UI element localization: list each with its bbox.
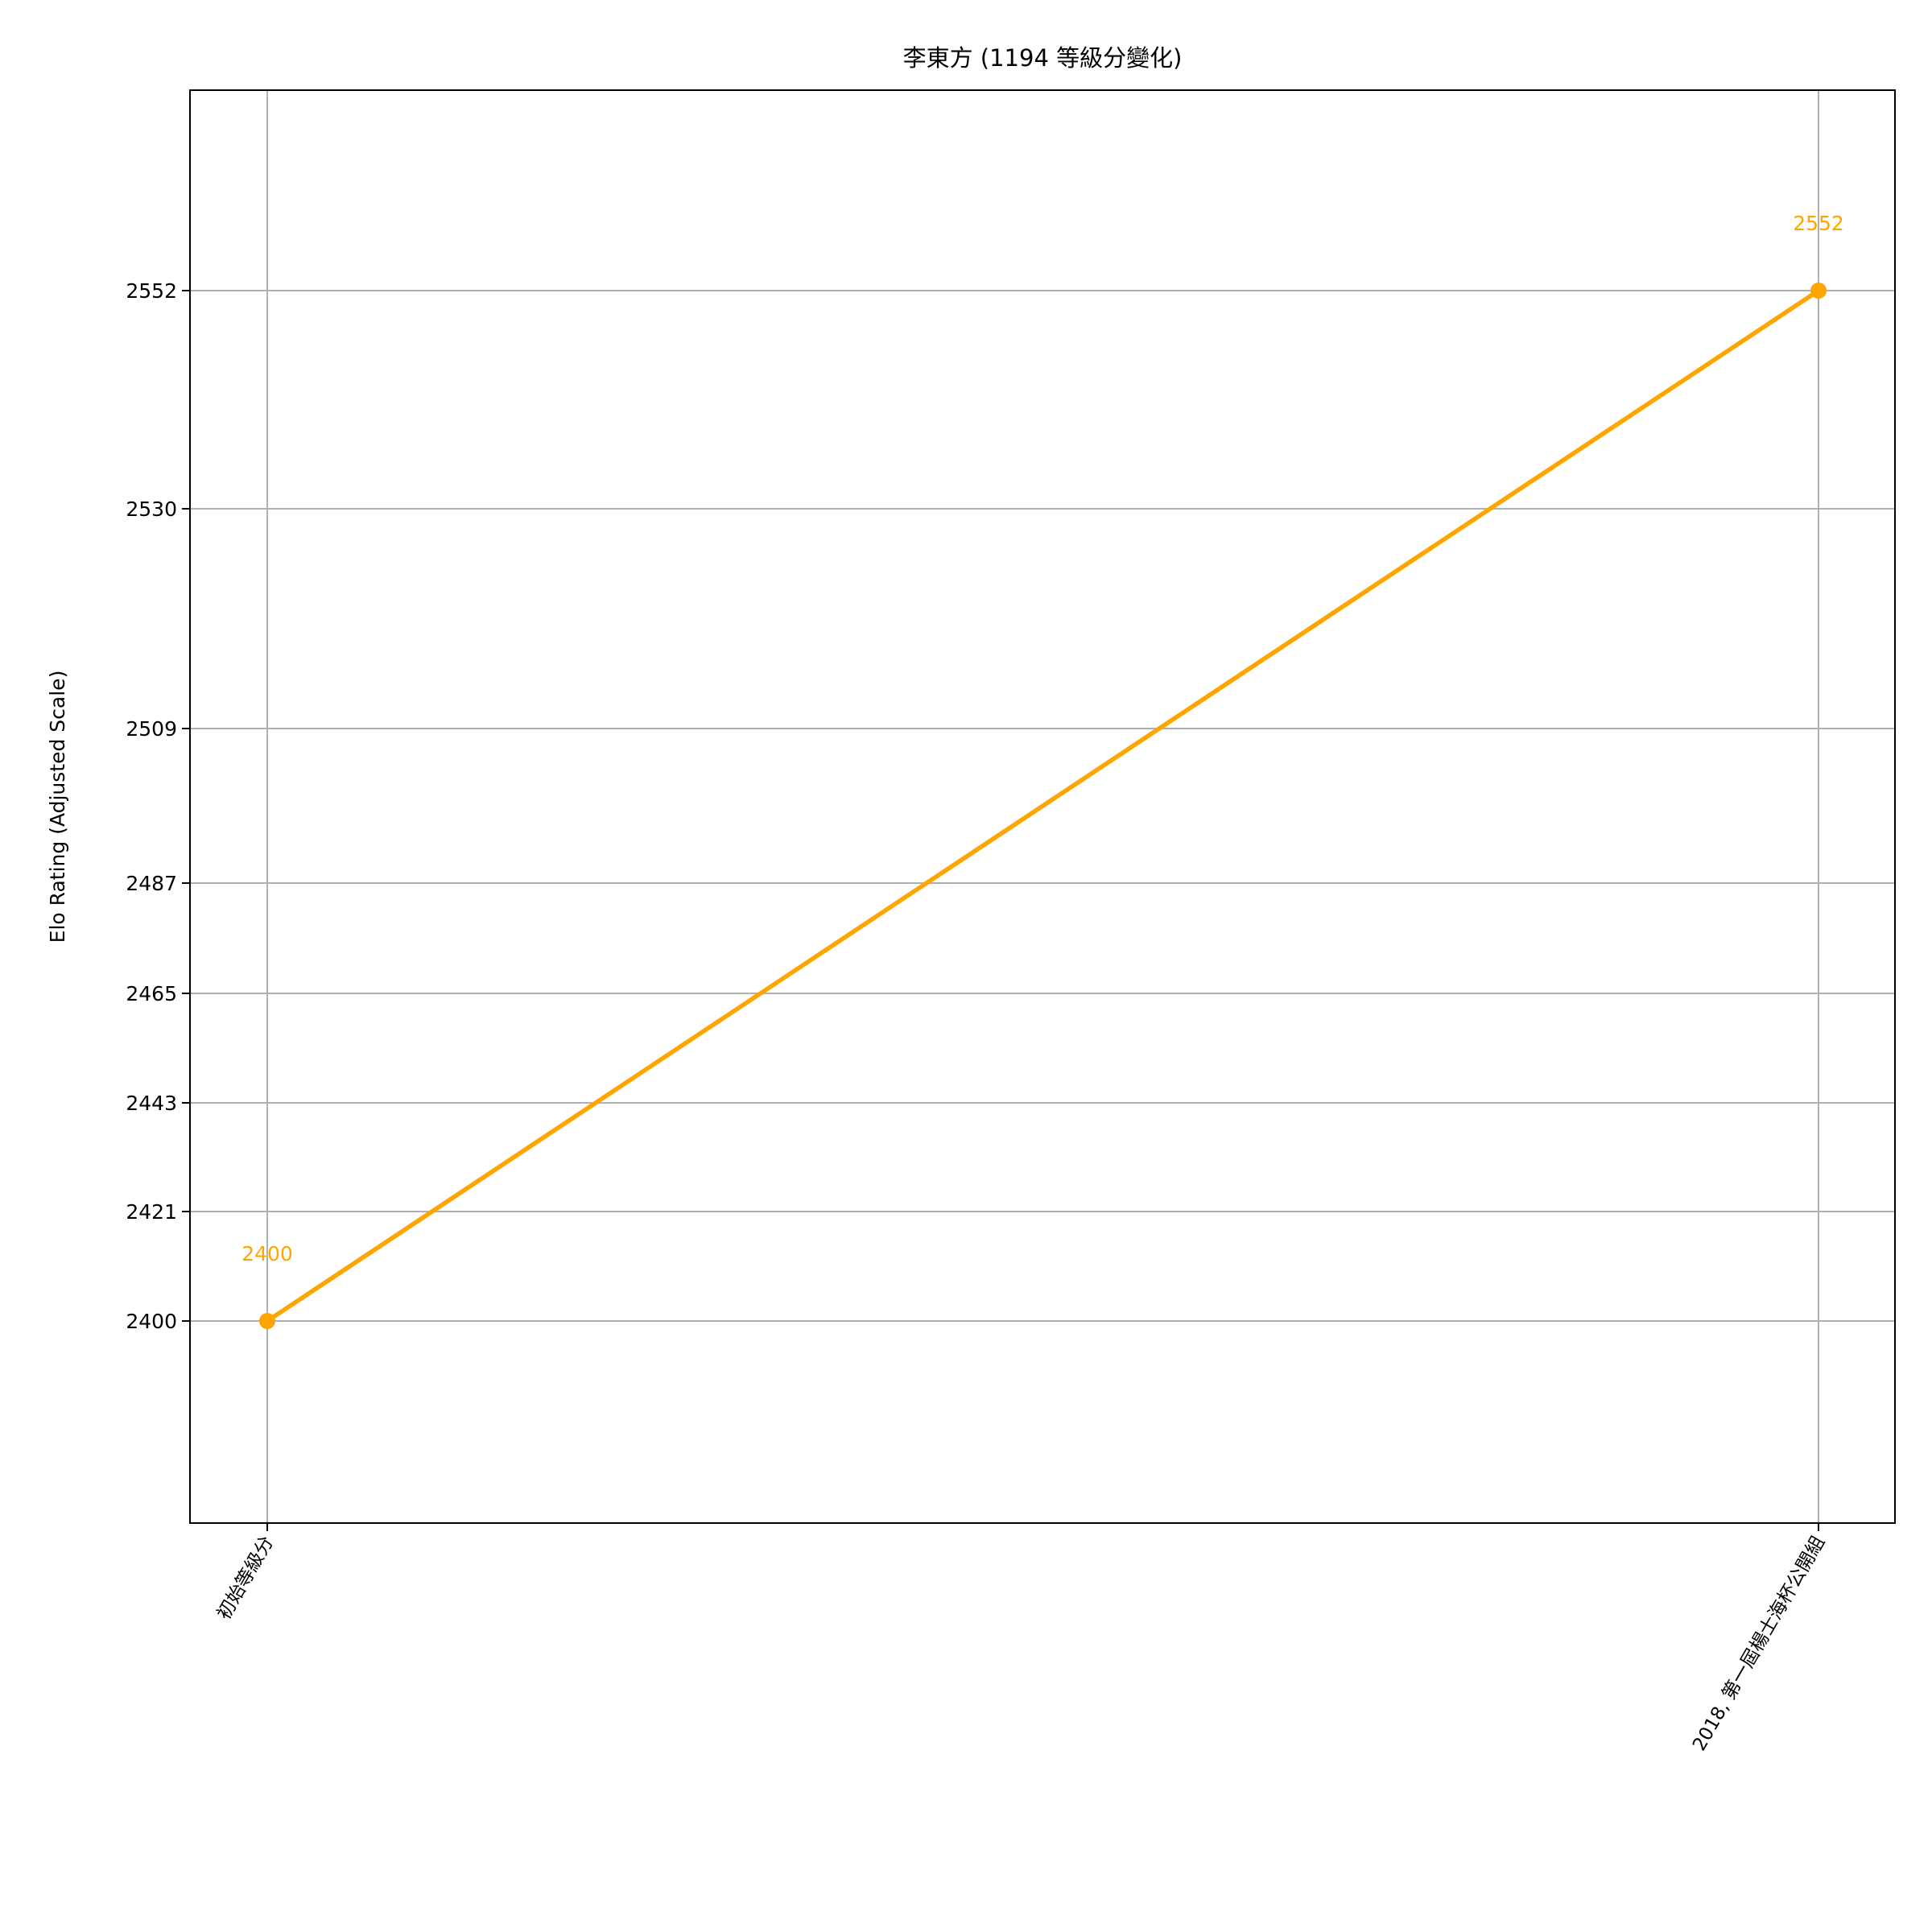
ticks: 2400 2421 2443 2465 2487 2509 2530 2552 初始等級分 201… [126, 279, 1829, 1755]
y-tick-label: 2465 [126, 982, 177, 1005]
plot-frame [189, 89, 1896, 1524]
x-tick-label: 初始等級分 [213, 1533, 278, 1624]
data-point [1810, 283, 1827, 299]
y-tick-label: 2552 [126, 279, 177, 303]
data-point [259, 1313, 275, 1329]
series: 2400 2552 [242, 212, 1844, 1329]
series-line [266, 288, 1820, 1323]
y-tick-label: 2530 [126, 497, 177, 521]
y-tick-label: 2421 [126, 1200, 177, 1224]
y-tick-label: 2487 [126, 872, 177, 895]
y-tick-label: 2443 [126, 1092, 177, 1115]
data-label: 2400 [242, 1242, 293, 1265]
grid [190, 90, 1895, 1523]
y-tick-label: 2509 [126, 717, 177, 741]
y-axis-label: Elo Rating (Adjusted Scale) [46, 671, 69, 943]
data-label: 2552 [1793, 212, 1844, 235]
chart-title: 李東方 (1194 等級分變化) [903, 44, 1183, 72]
y-tick-label: 2400 [126, 1310, 177, 1333]
x-tick-label: 2018, 第一屆楊士海杯公開組 [1689, 1533, 1829, 1755]
